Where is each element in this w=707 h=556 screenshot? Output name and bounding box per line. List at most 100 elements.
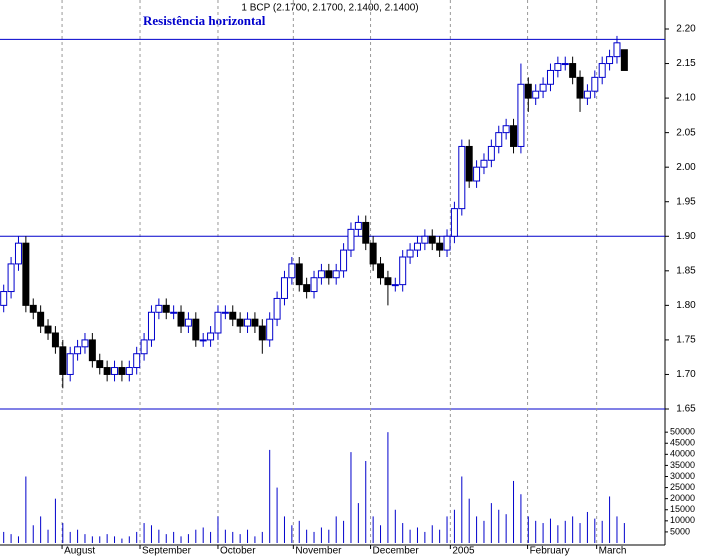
volume-tick-label: 25000	[670, 482, 695, 492]
y-tick-label: 2.10	[676, 93, 696, 104]
candle-body	[14, 242, 22, 265]
y-tick-label: 1.65	[676, 404, 696, 415]
candle-body	[111, 367, 119, 375]
candle-body	[391, 284, 399, 287]
x-tick-label: February	[530, 546, 570, 556]
volume-tick-label: 10000	[670, 515, 695, 525]
candle-body	[192, 318, 200, 341]
y-tick-label: 2.00	[676, 162, 696, 173]
candle-body	[598, 63, 606, 78]
candle-body	[288, 263, 296, 279]
y-tick-label: 1.90	[676, 231, 696, 242]
candle-body	[51, 332, 59, 348]
candle-body	[561, 63, 569, 66]
candle-body	[88, 339, 96, 362]
candle-body	[325, 270, 333, 279]
volume-tick-label: 5000	[670, 526, 690, 536]
candle-body	[406, 249, 414, 258]
candle-body	[258, 325, 266, 341]
candle-body	[539, 83, 547, 92]
candle-body	[354, 221, 362, 230]
candle-body	[532, 90, 540, 99]
candle-body	[465, 145, 473, 182]
candle-body	[251, 318, 259, 327]
candle-body	[340, 249, 348, 272]
volume-tick-label: 40000	[670, 449, 695, 459]
x-tick-label: August	[64, 546, 95, 556]
candle-body	[569, 63, 577, 78]
volume-tick-label: 45000	[670, 438, 695, 448]
candle-body	[207, 332, 215, 341]
candle-body	[576, 76, 584, 99]
candle-body	[7, 263, 15, 293]
candle-body	[96, 360, 104, 369]
candle-body	[221, 311, 229, 314]
x-tick-label: November	[295, 546, 342, 556]
y-tick-label: 2.05	[676, 127, 696, 138]
y-tick-label: 2.15	[676, 58, 696, 69]
candle-body	[0, 291, 8, 306]
annotation: Resistência horizontal	[143, 13, 266, 28]
candle-body	[606, 56, 614, 65]
candle-body	[495, 132, 503, 147]
candle-body	[332, 270, 340, 279]
candle-body	[384, 277, 392, 286]
candle-body	[362, 221, 370, 244]
candle-body	[591, 76, 599, 92]
candle-body	[103, 367, 111, 375]
volume-tick-label: 20000	[670, 493, 695, 503]
candle-body	[517, 83, 525, 147]
candle-body	[369, 242, 377, 265]
candle-body	[377, 263, 385, 279]
candle-body	[214, 311, 222, 334]
candle-body	[229, 311, 237, 320]
candle-body	[502, 125, 510, 134]
candle-body	[244, 318, 252, 327]
candle-body	[273, 297, 281, 320]
candle-body	[37, 311, 45, 327]
candle-body	[125, 367, 133, 375]
candle-body	[413, 242, 421, 251]
volume-tick-label: 35000	[670, 460, 695, 470]
y-tick-label: 1.75	[676, 335, 696, 346]
candle-body	[310, 277, 318, 293]
x-tick-label: October	[220, 546, 256, 556]
volume-tick-label: 15000	[670, 504, 695, 514]
candle-body	[266, 318, 274, 341]
y-tick-label: 1.70	[676, 369, 696, 380]
y-tick-label: 2.20	[676, 24, 696, 35]
candle-body	[524, 83, 532, 99]
candle-body	[303, 284, 311, 293]
candle-body	[428, 235, 436, 244]
candle-body	[155, 304, 163, 313]
candle-body	[295, 263, 303, 286]
x-tick-label: September	[142, 546, 192, 556]
candle-body	[436, 242, 444, 251]
candle-body	[140, 339, 148, 355]
candle-body	[236, 318, 244, 327]
candle-body	[162, 304, 170, 313]
candle-body	[177, 311, 185, 327]
candle-body	[450, 208, 458, 237]
candle-body	[546, 69, 554, 85]
x-tick-label: 2005	[452, 546, 475, 556]
y-tick-label: 1.95	[676, 196, 696, 207]
candle-body	[59, 346, 67, 375]
candle-body	[421, 235, 429, 244]
candle-body	[74, 346, 82, 355]
candle-body	[583, 90, 591, 99]
candle-body	[81, 339, 89, 348]
candle-body	[170, 311, 178, 314]
candle-body	[280, 277, 288, 299]
candle-body	[199, 339, 207, 342]
candle-body	[147, 311, 155, 341]
candle-body	[554, 63, 562, 71]
x-tick-label: December	[373, 546, 420, 556]
candle-body	[317, 270, 325, 279]
candle-body	[399, 256, 407, 286]
candle-body	[44, 325, 52, 334]
candle-body	[473, 166, 481, 182]
y-tick-label: 1.85	[676, 265, 696, 276]
